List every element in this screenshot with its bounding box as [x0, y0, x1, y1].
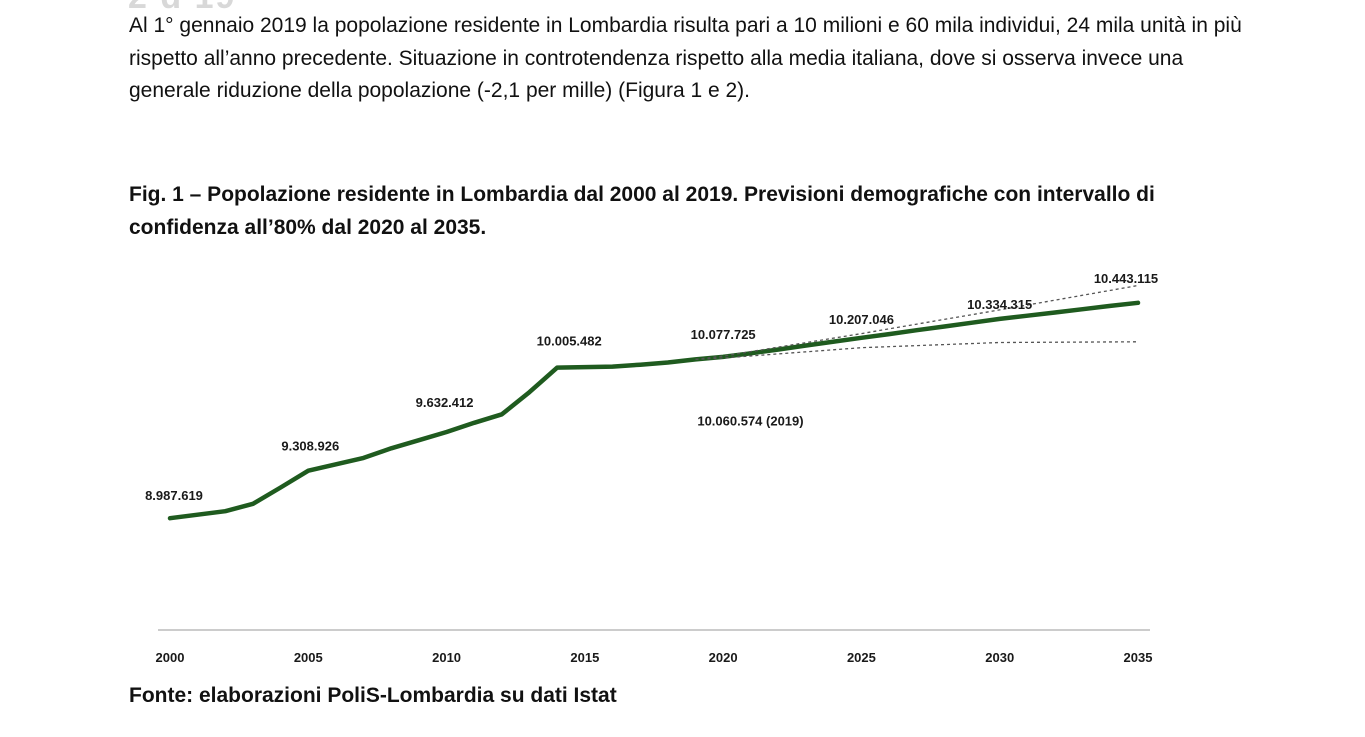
x-tick-label: 2025: [847, 650, 876, 665]
data-label: 10.443.115: [1094, 271, 1158, 286]
source-note: Fonte: elaborazioni PoliS-Lombardia su d…: [129, 684, 617, 708]
confidence-upper-line: [696, 286, 1139, 360]
x-tick-label: 2030: [985, 650, 1014, 665]
x-tick-label: 2000: [156, 650, 185, 665]
data-label: 10.334.315: [967, 297, 1032, 312]
data-label: 10.005.482: [537, 334, 602, 349]
data-label: 9.308.926: [281, 439, 339, 454]
data-label: 10.207.046: [829, 312, 894, 327]
data-label: 10.077.725: [691, 327, 756, 342]
data-label: 9.632.412: [416, 395, 474, 410]
x-tick-label: 2015: [570, 650, 599, 665]
x-tick-label: 2020: [709, 650, 738, 665]
annotation-label: 10.060.574 (2019): [697, 413, 803, 428]
data-label: 8.987.619: [145, 488, 203, 503]
x-tick-label: 2035: [1124, 650, 1153, 665]
population-series-line: [170, 303, 1138, 518]
x-tick-label: 2010: [432, 650, 461, 665]
x-tick-label: 2005: [294, 650, 323, 665]
